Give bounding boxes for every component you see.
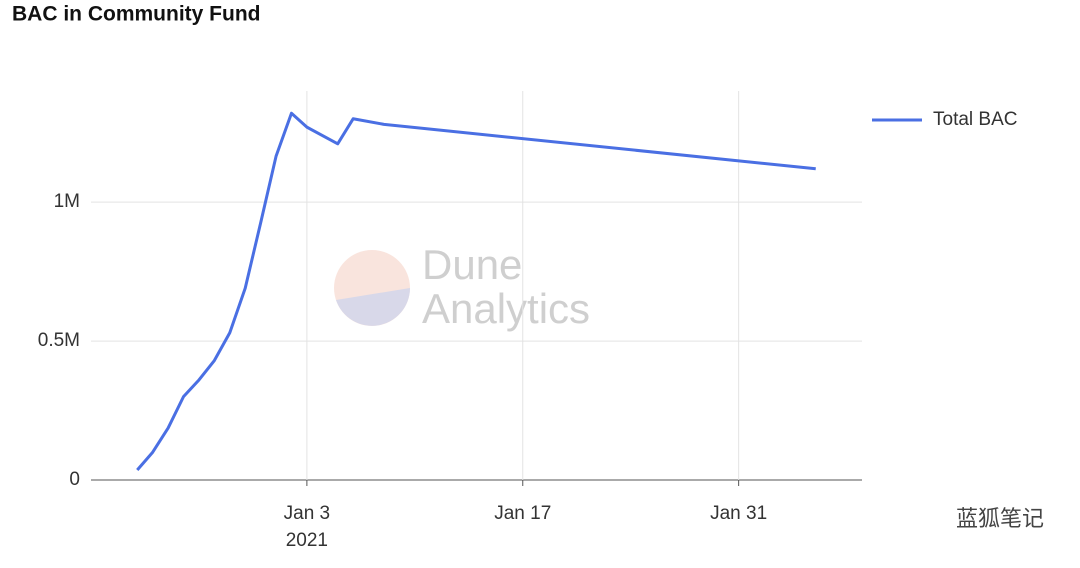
legend-label: Total BAC — [933, 109, 1017, 130]
watermark-logo — [334, 250, 410, 326]
watermark: Dune — [422, 241, 522, 288]
y-tick-label: 0 — [69, 469, 80, 490]
x-tick-year: 2021 — [286, 530, 328, 551]
y-tick-label: 0.5M — [38, 330, 80, 351]
data-line — [136, 111, 816, 471]
watermark: Analytics — [422, 285, 590, 332]
x-tick-label: Jan 31 — [710, 503, 767, 524]
y-tick-label: 1M — [54, 191, 80, 212]
x-tick-label: Jan 17 — [494, 503, 551, 524]
source-mark: 蓝狐笔记 — [956, 506, 1044, 531]
chart-title: BAC in Community Fund — [12, 3, 260, 26]
x-tick-label: Jan 3 — [284, 503, 330, 524]
